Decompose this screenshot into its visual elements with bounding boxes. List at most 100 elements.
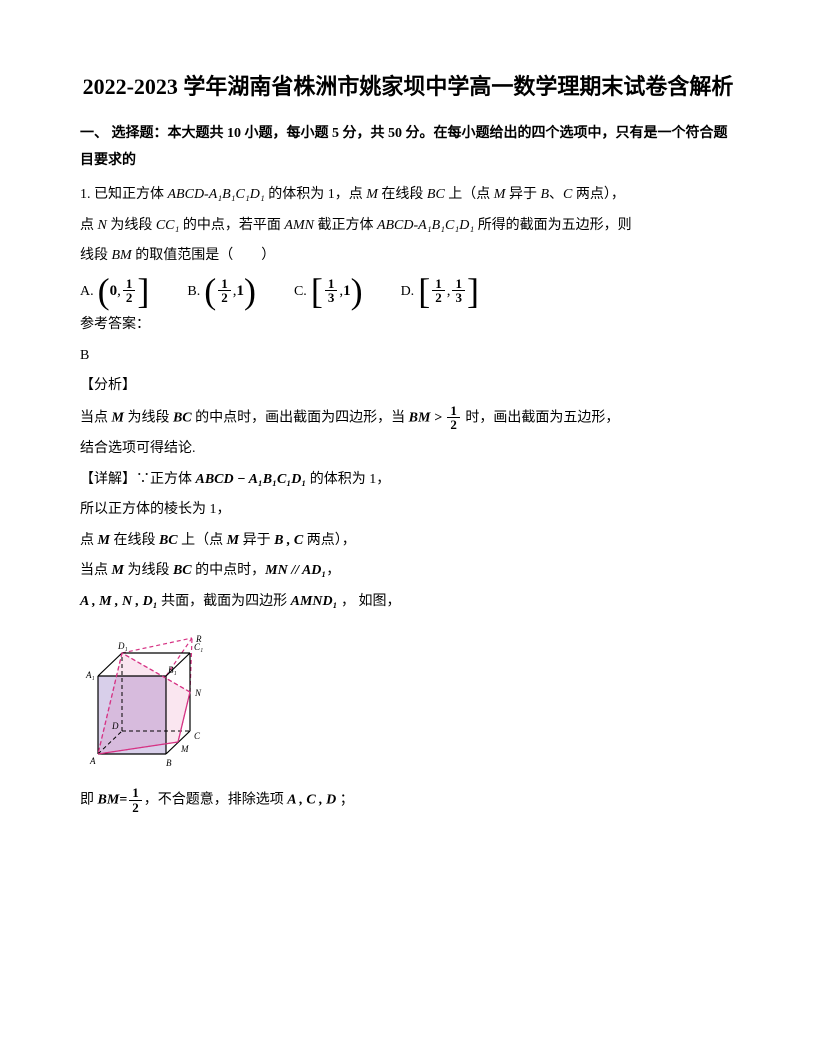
text: 在线段: [378, 187, 427, 202]
text: 1. 已知正方体: [80, 187, 168, 202]
section-heading: 一、 选择题：本大题共 10 小题，每小题 5 分，共 50 分。在每小题给出的…: [80, 121, 736, 174]
frac-den: 2: [129, 801, 142, 815]
math: BM: [98, 793, 120, 808]
svg-text:R: R: [195, 634, 202, 644]
detail-line2: 所以正方体的棱长为 1，: [80, 497, 736, 524]
option-label: B.: [187, 279, 200, 306]
analysis-line1: 当点 M 为线段 BC 的中点时，画出截面为四边形，当 BM > 12 时，画出…: [80, 404, 736, 432]
interval-b: 1: [343, 277, 351, 306]
page-title: 2022-2023 学年湖南省株洲市姚家坝中学高一数学理期末试卷含解析: [80, 70, 736, 103]
interval-a: 0: [110, 277, 118, 306]
right-bracket: ): [351, 276, 363, 306]
frac-num: 1: [129, 786, 142, 801]
text: 即: [80, 793, 98, 808]
math: M: [112, 410, 124, 425]
detail-line3: 点 M 在线段 BC 上（点 M 异于 B , C 两点），: [80, 528, 736, 555]
math: BM: [112, 248, 132, 263]
option-label: A.: [80, 279, 94, 306]
math: C: [563, 187, 572, 202]
interval: [ 12,13 ]: [418, 276, 479, 306]
option-label: D.: [401, 279, 415, 306]
math: M: [227, 533, 239, 548]
svg-text:A: A: [89, 756, 96, 766]
left-bracket: [: [418, 276, 430, 306]
math: B: [540, 187, 549, 202]
detail-end: 即 BM=12，不合题意，排除选项 A , C , D ；: [80, 786, 736, 814]
option-b: B. ( 12,1 ): [187, 276, 256, 306]
text: 上（点: [445, 187, 494, 202]
frac-num: 1: [218, 277, 231, 292]
frac-den: 2: [432, 291, 445, 305]
frac-den: 2: [218, 291, 231, 305]
text: 共面，截面为四边形: [158, 594, 291, 609]
answer-label: 参考答案：: [80, 312, 736, 339]
math: M: [112, 563, 124, 578]
math-op: =: [119, 793, 127, 808]
frac-num: 1: [432, 277, 445, 292]
math: M: [494, 187, 506, 202]
math: MN // AD₁: [265, 563, 326, 578]
frac-num: 1: [325, 277, 338, 292]
math: ABCD-A₁B₁C₁D₁: [377, 218, 474, 233]
q1-stem-line2: 点 N 为线段 CC₁ 的中点，若平面 AMN 截正方体 ABCD-A₁B₁C₁…: [80, 213, 736, 240]
interval: ( 0,12 ]: [98, 276, 150, 306]
math: B , C: [274, 533, 303, 548]
math: BC: [159, 533, 178, 548]
text: 点: [80, 218, 98, 233]
option-label: C.: [294, 279, 307, 306]
svg-text:D₁: D₁: [117, 641, 128, 651]
svg-text:M: M: [180, 744, 189, 754]
math: ABCD-A₁B₁C₁D₁: [168, 187, 265, 202]
right-bracket: ]: [467, 276, 479, 306]
interval-b: 1: [236, 277, 244, 306]
text: 两点），: [572, 187, 625, 202]
math: BC: [173, 563, 192, 578]
frac-num: 1: [123, 277, 136, 292]
left-bracket: [: [311, 276, 323, 306]
math: AMN: [284, 218, 314, 233]
text: ， 如图，: [338, 594, 401, 609]
option-c: C. [ 13,1 ): [294, 276, 363, 306]
text: 的体积为 1，: [306, 472, 390, 487]
q1-options: A. ( 0,12 ] B. ( 12,1 ) C. [ 13,1 ) D. […: [80, 276, 736, 306]
detail-label: 【详解】: [80, 472, 136, 487]
frac-den: 3: [325, 291, 338, 305]
text: 上（点: [178, 533, 227, 548]
text: ，: [326, 563, 340, 578]
svg-text:B: B: [166, 758, 172, 766]
answer-value: B: [80, 343, 736, 370]
right-bracket: ]: [137, 276, 149, 306]
text: 所得的截面为五边形，则: [474, 218, 632, 233]
interval: ( 12,1 ): [204, 276, 256, 306]
text: ；: [336, 793, 354, 808]
text: 为线段: [107, 218, 156, 233]
option-a: A. ( 0,12 ]: [80, 276, 149, 306]
text: 异于: [505, 187, 540, 202]
text: 点: [80, 533, 98, 548]
svg-text:C: C: [194, 731, 201, 741]
interval: [ 13,1 ): [311, 276, 363, 306]
text: 的中点时，画出截面为四边形，当: [192, 410, 409, 425]
detail-line4: 当点 M 为线段 BC 的中点时，MN // AD₁，: [80, 558, 736, 585]
right-bracket: ): [244, 276, 256, 306]
math: A , M , N , D₁: [80, 594, 158, 609]
math: BC: [173, 410, 192, 425]
text: 两点），: [303, 533, 356, 548]
frac-num: 1: [452, 277, 465, 292]
left-bracket: (: [98, 276, 110, 306]
math: M: [366, 187, 378, 202]
detail-line5: A , M , N , D₁ 共面，截面为四边形 AMND₁ ， 如图，: [80, 589, 736, 616]
frac-den: 2: [123, 291, 136, 305]
analysis-label: 【分析】: [80, 373, 736, 400]
option-d: D. [ 12,13 ]: [401, 276, 479, 306]
text: 的取值范围是（ ）: [132, 248, 276, 263]
text: 截正方体: [314, 218, 377, 233]
math: A , C , D: [287, 793, 336, 808]
frac-num: 1: [447, 404, 460, 419]
text: ∵正方体: [136, 472, 196, 487]
svg-text:A₁: A₁: [85, 670, 95, 680]
text: 当点: [80, 563, 112, 578]
left-bracket: (: [204, 276, 216, 306]
math: AMND₁: [291, 594, 338, 609]
text: ，不合题意，排除选项: [144, 793, 288, 808]
